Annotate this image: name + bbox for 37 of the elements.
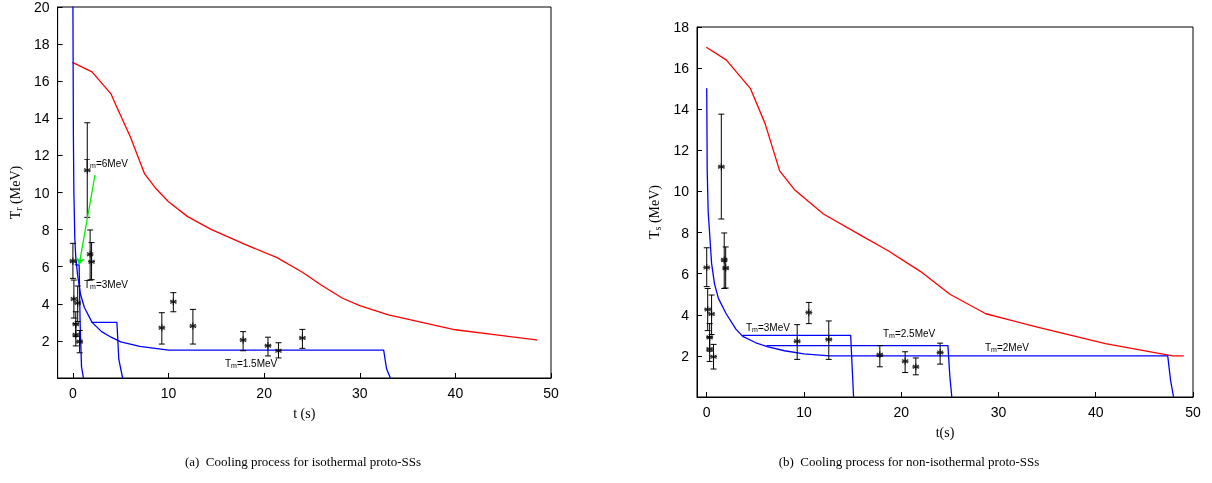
y-tick-label: 12 bbox=[673, 142, 690, 159]
text: (b) Cooling process for non-isothermal proto-SSs bbox=[778, 454, 1040, 469]
x-tick-label: 30 bbox=[351, 385, 368, 401]
y-tick-label: 4 bbox=[41, 295, 50, 312]
x-tick-label: 50 bbox=[1185, 404, 1201, 420]
y-tick-label: 10 bbox=[673, 183, 690, 200]
y-tick-label: 18 bbox=[673, 19, 690, 35]
x-tick-label: 0 bbox=[702, 404, 711, 420]
x-tick-label: 50 bbox=[543, 385, 559, 401]
x-axis-title: t (s) bbox=[293, 405, 316, 422]
y-tick-label: 20 bbox=[34, 0, 50, 15]
y-tick-label: 6 bbox=[41, 258, 50, 275]
y-tick-label: 10 bbox=[34, 184, 50, 201]
y-tick-label: 8 bbox=[681, 224, 690, 241]
y-tick-label: 16 bbox=[34, 73, 50, 90]
y-tick-label: 2 bbox=[41, 332, 50, 349]
y-tick-label: 18 bbox=[34, 36, 50, 53]
x-tick-label: 0 bbox=[69, 385, 78, 401]
y-axis-title: Ts (MeV) bbox=[646, 184, 664, 239]
x-tick-label: 10 bbox=[796, 404, 812, 420]
y-tick-label: 14 bbox=[34, 110, 50, 127]
y-tick-label: 6 bbox=[681, 265, 690, 282]
y-tick-label: 14 bbox=[673, 101, 690, 118]
x-tick-label: 10 bbox=[160, 385, 177, 401]
x-axis-title: t(s) bbox=[935, 424, 955, 441]
x-tick-label: 20 bbox=[893, 404, 910, 420]
x-tick-label: 30 bbox=[990, 404, 1007, 420]
text: (a) Cooling process for isothermal proto-SSs bbox=[184, 454, 422, 469]
y-tick-label: 16 bbox=[673, 60, 690, 77]
y-tick-label: 8 bbox=[41, 221, 50, 238]
x-tick-label: 40 bbox=[1087, 404, 1104, 420]
x-tick-label: 20 bbox=[256, 385, 273, 401]
y-tick-label: 12 bbox=[34, 147, 50, 164]
y-tick-label: 2 bbox=[681, 347, 690, 364]
y-axis-title: Tr (MeV) bbox=[7, 165, 24, 220]
x-tick-label: 40 bbox=[447, 385, 464, 401]
y-tick-label: 4 bbox=[681, 306, 690, 323]
